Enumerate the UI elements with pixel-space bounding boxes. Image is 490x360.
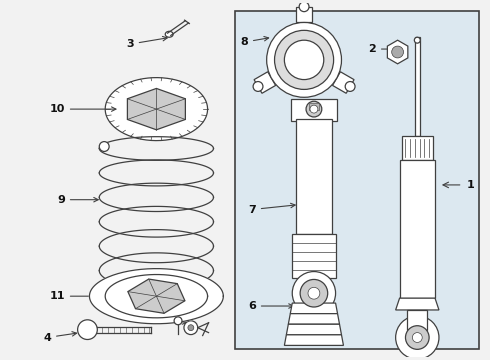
Text: 7: 7 [248, 203, 295, 215]
Polygon shape [105, 78, 208, 141]
Bar [399, 160, 435, 298]
Bar [415, 37, 420, 136]
Circle shape [267, 22, 342, 97]
Circle shape [174, 317, 182, 325]
Circle shape [310, 105, 318, 113]
Text: 5: 5 [154, 315, 187, 325]
Polygon shape [127, 89, 185, 130]
Bar [408, 310, 427, 330]
Circle shape [253, 82, 263, 91]
Circle shape [77, 320, 98, 339]
Bar [309, 103, 319, 110]
Text: 1: 1 [466, 180, 474, 190]
FancyBboxPatch shape [235, 11, 479, 349]
Polygon shape [128, 279, 185, 313]
Polygon shape [284, 335, 343, 345]
Polygon shape [395, 298, 439, 310]
Circle shape [395, 316, 439, 359]
Text: 2: 2 [368, 44, 403, 54]
Text: 6: 6 [248, 301, 293, 311]
Bar [291, 99, 337, 121]
Polygon shape [296, 7, 312, 22]
Circle shape [292, 271, 336, 315]
Polygon shape [288, 314, 340, 324]
Circle shape [413, 333, 422, 342]
Circle shape [299, 2, 309, 12]
Circle shape [392, 46, 404, 58]
Circle shape [284, 40, 324, 80]
Polygon shape [333, 72, 354, 93]
Polygon shape [254, 72, 275, 93]
Text: 10: 10 [49, 104, 116, 114]
Text: 9: 9 [57, 195, 98, 205]
Polygon shape [286, 324, 342, 335]
Circle shape [274, 30, 334, 89]
Bar [401, 136, 433, 160]
Text: 4: 4 [43, 332, 76, 342]
Bar [296, 119, 332, 234]
Text: 8: 8 [240, 36, 269, 47]
Circle shape [306, 101, 322, 117]
Circle shape [345, 82, 355, 91]
Circle shape [184, 321, 198, 334]
Bar [292, 234, 336, 278]
Text: 11: 11 [49, 291, 106, 301]
Polygon shape [90, 269, 223, 324]
Circle shape [99, 141, 109, 152]
Text: 3: 3 [126, 36, 167, 49]
Ellipse shape [165, 31, 173, 37]
Polygon shape [388, 40, 408, 64]
Circle shape [188, 325, 194, 330]
Circle shape [406, 326, 429, 349]
Polygon shape [105, 275, 208, 318]
Circle shape [415, 37, 420, 43]
Circle shape [308, 287, 320, 299]
Circle shape [300, 279, 328, 307]
Polygon shape [290, 303, 338, 314]
